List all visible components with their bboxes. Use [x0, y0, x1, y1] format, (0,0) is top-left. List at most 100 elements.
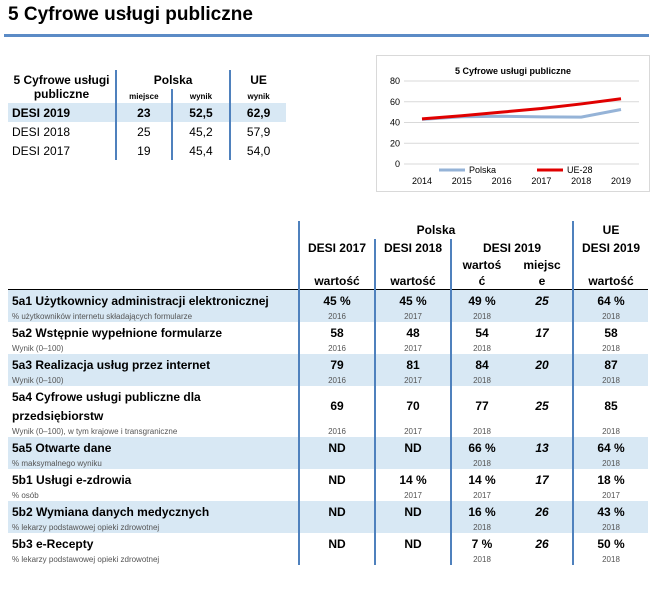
main-sub-rank-b: e — [512, 273, 573, 290]
table-row-note: Wynik (0–100) 2016 2017 2018 2018 — [8, 343, 648, 354]
indicator-note: % osób — [12, 491, 39, 500]
value-2018: 70 — [374, 386, 451, 426]
year-2018: 2017 — [374, 375, 451, 386]
year-eu: 2018 — [572, 375, 648, 386]
value-2019: 77 — [450, 386, 512, 426]
main-col-2018: DESI 2018 — [374, 239, 451, 257]
value-2018: 14 % — [374, 469, 451, 490]
summary-group-poland: Polska — [114, 70, 231, 89]
table-row: 5a3 Realizacja usług przez internet 79 81 8… — [8, 354, 648, 375]
table-row: 5a5 Otwarte dane ND ND 66 % 13 64 % — [8, 437, 648, 458]
year-2017 — [298, 490, 375, 501]
value-eu: 18 % — [572, 469, 648, 490]
rank-2019: 26 — [512, 501, 573, 522]
value-2017: 69 — [298, 386, 375, 426]
indicator-name: 5a3 Realizacja usług przez internet — [12, 358, 211, 372]
indicator-name: 5b1 Usługi e-zdrowia — [12, 473, 132, 487]
value-2018: ND — [374, 437, 451, 458]
chart-y-tick: 20 — [390, 138, 400, 148]
summary-sub-rank: miejsce — [114, 89, 172, 103]
value-eu: 64 % — [572, 289, 648, 311]
value-2019: 84 — [450, 354, 512, 375]
year-2018: 2017 — [374, 490, 451, 501]
summary-row-score: 45,4 — [170, 141, 231, 160]
year-2019: 2018 — [450, 554, 512, 565]
rank-2019: 25 — [535, 399, 549, 413]
year-2018 — [374, 458, 451, 469]
year-2019: 2018 — [450, 522, 512, 533]
summary-row-rank: 23 — [114, 103, 172, 122]
indicator-note: Wynik (0–100) — [8, 375, 299, 386]
summary-row-label: DESI 2018 — [12, 124, 71, 139]
chart-series-line-ue-28 — [421, 97, 622, 121]
rank-2019: 20 — [512, 354, 573, 375]
summary-row: DESI 2017 19 45,4 54,0 — [8, 141, 286, 160]
year-2017 — [298, 554, 375, 565]
table-row-note: % maksymalnego wyniku 2018 2018 — [8, 458, 648, 469]
summary-row-rank: 25 — [114, 122, 172, 141]
chart-title: 5 Cyfrowe usługi publiczne — [455, 66, 571, 76]
main-col-2017: DESI 2017 — [298, 239, 375, 257]
year-2017: 2016 — [298, 311, 375, 322]
summary-corner-label: 5 Cyfrowe usługi publiczne — [13, 72, 110, 101]
table-row: 5b1 Usługi e-zdrowia ND 14 % 14 % 17 18 % — [8, 469, 648, 490]
chart-y-tick: 0 — [395, 159, 400, 169]
chart-y-tick: 80 — [390, 76, 400, 86]
year-eu: 2018 — [572, 554, 648, 565]
value-2017: ND — [298, 437, 375, 458]
summary-table: 5 Cyfrowe usługi publiczne Polska UE mie… — [8, 70, 286, 160]
year-2019: 2018 — [450, 426, 512, 437]
value-2018: 81 — [374, 354, 451, 375]
value-2017: ND — [298, 501, 375, 522]
value-2019: 66 % — [450, 437, 512, 458]
summary-row-eu: 54,0 — [229, 141, 286, 160]
chart-legend-label: Polska — [469, 165, 496, 175]
indicator-note: % lekarzy podstawowej opieki zdrowotnej — [12, 555, 160, 564]
year-2017: 2016 — [298, 426, 375, 437]
table-row: 5a2 Wstępnie wypełnione formularze 58 48 54… — [8, 322, 648, 343]
indicator-name: 5a1 Użytkownicy administracji elektronic… — [12, 294, 269, 308]
rank-2019: 17 — [535, 325, 549, 340]
indicator-note: % maksymalnego wyniku — [8, 458, 299, 469]
main-sub-value-2019-b: ć — [450, 273, 512, 290]
main-sub-value-eu: wartość — [572, 273, 648, 290]
table-row-note: % użytkowników internetu składających fo… — [8, 311, 648, 322]
year-2018: 2017 — [374, 426, 451, 437]
summary-row-score: 45,2 — [170, 122, 231, 141]
value-2019: 7 % — [450, 533, 512, 554]
summary-row: DESI 2019 23 52,5 62,9 — [8, 103, 286, 122]
year-2019: 2018 — [450, 458, 512, 469]
indicator-note: Wynik (0–100), w tym krajowe i transgran… — [12, 427, 178, 436]
rank-2019: 17 — [535, 472, 549, 487]
value-eu: 58 — [572, 322, 648, 343]
year-2017: 2016 — [298, 375, 375, 386]
year-2019: 2018 — [450, 375, 512, 386]
year-2019: 2018 — [450, 343, 512, 354]
table-row-note: Wynik (0–100), w tym krajowe i transgran… — [8, 426, 648, 437]
indicator-note: % użytkowników internetu składających fo… — [8, 311, 299, 322]
table-row-note: % osób 2017 2017 2017 — [8, 490, 648, 501]
value-eu: 87 — [572, 354, 648, 375]
summary-row-label: DESI 2017 — [12, 143, 71, 158]
page-title: 5 Cyfrowe usługi publiczne — [8, 4, 253, 25]
main-sub-value-2018: wartość — [374, 273, 451, 290]
value-2018: ND — [374, 533, 451, 554]
main-sub-rank-a: miejsc — [523, 258, 561, 272]
indicator-name: 5a5 Otwarte dane — [12, 441, 112, 455]
table-row-note: % lekarzy podstawowej opieki zdrowotnej 2… — [8, 522, 648, 533]
value-2017: 58 — [298, 322, 375, 343]
value-2019: 16 % — [450, 501, 512, 522]
main-col-2019: DESI 2019 — [450, 239, 573, 257]
rank-2019: 13 — [512, 437, 573, 458]
value-2019: 49 % — [450, 289, 512, 311]
summary-row: DESI 2018 25 45,2 57,9 — [8, 122, 286, 141]
chart-x-tick: 2015 — [452, 176, 472, 186]
table-row-note: Wynik (0–100) 2016 2017 2018 2018 — [8, 375, 648, 386]
main-sub-value-2019-a: wartoś — [450, 257, 512, 273]
value-2019: 14 % — [450, 469, 512, 490]
table-row: 5a4 Cyfrowe usługi publiczne dla przedsię… — [8, 386, 648, 426]
indicator-note: % lekarzy podstawowej opieki zdrowotnej — [8, 522, 299, 533]
chart-x-tick: 2017 — [531, 176, 551, 186]
year-2018: 2017 — [374, 311, 451, 322]
value-2017: ND — [298, 469, 375, 490]
